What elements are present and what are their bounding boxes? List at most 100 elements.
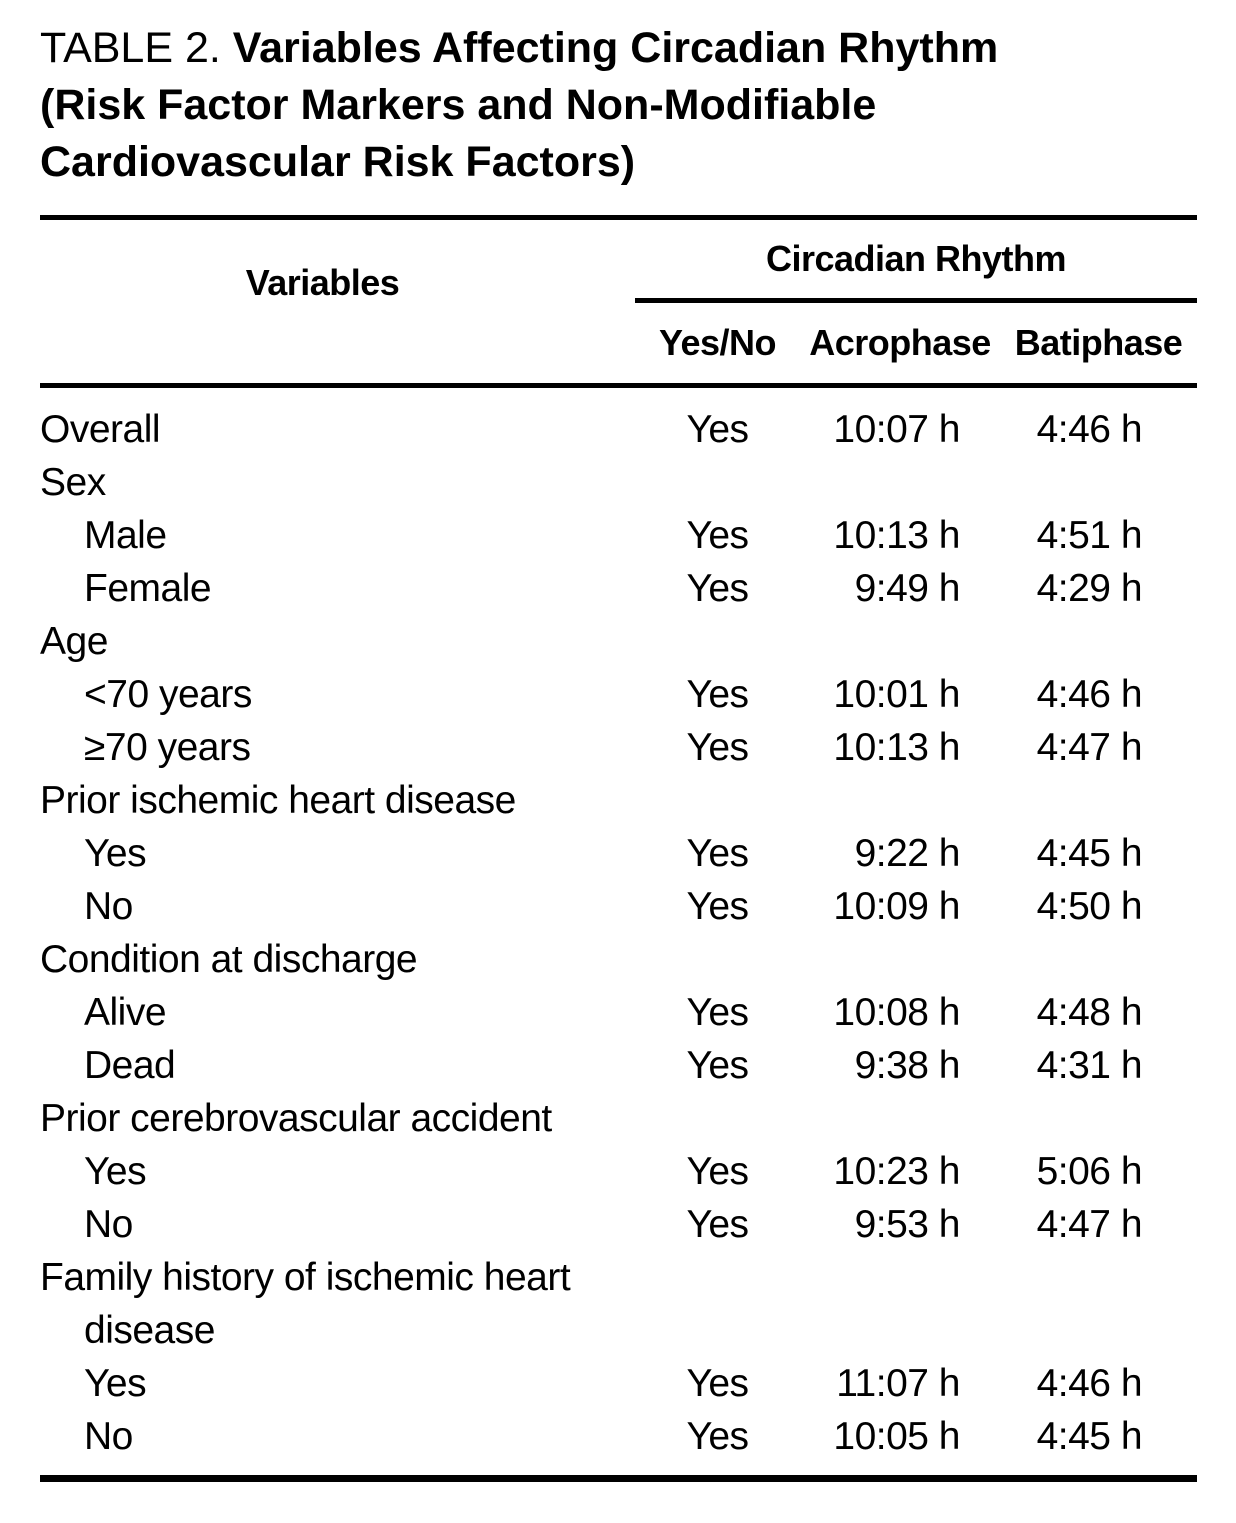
table-row-group-header: Age (40, 615, 1197, 668)
acrophase-value: 9:53 h (854, 1203, 961, 1246)
row-label: Prior cerebrovascular accident (40, 1097, 552, 1140)
acrophase-value: 10:08 h (833, 991, 960, 1034)
table-row-group-header: Prior ischemic heart disease (40, 774, 1197, 827)
yes-no-value: Yes (686, 408, 749, 451)
yes-no-value (635, 456, 800, 509)
row-label: No (84, 1415, 133, 1458)
yes-no-value: Yes (686, 1362, 749, 1405)
row-label: Family history of ischemic heart disease (40, 1256, 571, 1352)
batiphase-value: 4:45 h (1036, 1415, 1143, 1458)
acrophase-value: 11:07 h (836, 1362, 960, 1405)
batiphase-value (1000, 933, 1197, 986)
row-spacer (40, 1463, 1197, 1479)
acrophase-value (800, 1092, 1000, 1145)
table-row: Yes Yes 11:07 h 4:46 h (40, 1357, 1197, 1410)
batiphase-value: 4:50 h (1036, 885, 1143, 928)
table-row: No Yes 9:53 h 4:47 h (40, 1198, 1197, 1251)
column-header-batiphase: Batiphase (1000, 300, 1198, 388)
table-body: Overall Yes 10:07 h 4:46 h Sex Male Yes … (40, 386, 1197, 1479)
batiphase-value: 4:51 h (1036, 514, 1143, 557)
table-row: Overall Yes 10:07 h 4:46 h (40, 403, 1197, 456)
row-label: Yes (84, 1362, 147, 1405)
table-row-group-header: Condition at discharge (40, 933, 1197, 986)
batiphase-value: 4:46 h (1036, 408, 1143, 451)
circadian-rhythm-table: Variables Circadian Rhythm Yes/No Acroph… (40, 215, 1198, 1482)
row-label: No (84, 1203, 133, 1246)
yes-no-value (635, 1251, 800, 1357)
header-row-group: Variables Circadian Rhythm (40, 217, 1198, 388)
column-header-circadian-rhythm: Circadian Rhythm (635, 217, 1198, 303)
table-row: Female Yes 9:49 h 4:29 h (40, 562, 1197, 615)
yes-no-value: Yes (686, 514, 749, 557)
batiphase-value: 4:47 h (1036, 726, 1143, 769)
batiphase-value (1000, 1251, 1197, 1357)
row-spacer (40, 386, 1197, 404)
row-label: Sex (40, 461, 106, 504)
batiphase-value (1000, 615, 1197, 668)
yes-no-value (635, 933, 800, 986)
acrophase-value: 10:13 h (833, 514, 960, 557)
row-label: ≥70 years (84, 726, 251, 769)
table-row: ≥70 years Yes 10:13 h 4:47 h (40, 721, 1197, 774)
yes-no-value (635, 1092, 800, 1145)
yes-no-value: Yes (686, 885, 749, 928)
batiphase-value: 4:48 h (1036, 991, 1143, 1034)
table-row-group-header: Prior cerebrovascular accident (40, 1092, 1197, 1145)
table-row: Male Yes 10:13 h 4:51 h (40, 509, 1197, 562)
acrophase-value: 9:22 h (854, 832, 961, 875)
yes-no-value (635, 615, 800, 668)
table-row: No Yes 10:09 h 4:50 h (40, 880, 1197, 933)
acrophase-value (800, 933, 1000, 986)
yes-no-value: Yes (686, 567, 749, 610)
row-label: Female (84, 567, 212, 610)
table-row-group-header: Sex (40, 456, 1197, 509)
acrophase-value: 10:01 h (833, 673, 960, 716)
row-label: No (84, 885, 133, 928)
row-label: Male (84, 514, 167, 557)
batiphase-value: 4:45 h (1036, 832, 1143, 875)
yes-no-value (635, 774, 800, 827)
table-number: TABLE 2. (40, 24, 233, 72)
table-row: Alive Yes 10:08 h 4:48 h (40, 986, 1197, 1039)
column-header-variables: Variables (40, 217, 635, 388)
batiphase-value (1000, 774, 1197, 827)
batiphase-value: 4:29 h (1036, 567, 1143, 610)
acrophase-value: 10:09 h (833, 885, 960, 928)
acrophase-value (800, 615, 1000, 668)
acrophase-value (800, 1251, 1000, 1357)
acrophase-value: 10:13 h (833, 726, 960, 769)
batiphase-value: 4:46 h (1036, 1362, 1143, 1405)
acrophase-value: 10:05 h (833, 1415, 960, 1458)
yes-no-value: Yes (686, 1150, 749, 1193)
yes-no-value: Yes (686, 726, 749, 769)
yes-no-value: Yes (686, 1203, 749, 1246)
batiphase-value: 5:06 h (1036, 1150, 1143, 1193)
batiphase-value (1000, 1092, 1197, 1145)
row-label: Overall (40, 408, 161, 451)
row-label: <70 years (84, 673, 252, 716)
row-label: Yes (84, 832, 147, 875)
header-row-subcolumns: Yes/No Acrophase Batiphase (40, 300, 1198, 388)
row-label: Condition at discharge (40, 938, 418, 981)
batiphase-value: 4:46 h (1036, 673, 1143, 716)
column-header-yes-no: Yes/No (635, 300, 800, 388)
table-title: TABLE 2. Variables Affecting Circadian R… (40, 20, 1040, 191)
table-row: No Yes 10:05 h 4:45 h (40, 1410, 1197, 1463)
acrophase-value (800, 774, 1000, 827)
row-label: Alive (84, 991, 167, 1034)
acrophase-value: 9:38 h (854, 1044, 961, 1087)
table-row: <70 years Yes 10:01 h 4:46 h (40, 668, 1197, 721)
row-label: Age (40, 620, 108, 663)
row-label: Dead (84, 1044, 176, 1087)
table-row-group-header: Family history of ischemic heart disease (40, 1251, 1197, 1357)
acrophase-value: 9:49 h (854, 567, 961, 610)
yes-no-value: Yes (686, 832, 749, 875)
yes-no-value: Yes (686, 991, 749, 1034)
acrophase-value: 10:07 h (833, 408, 960, 451)
column-header-acrophase: Acrophase (800, 300, 1000, 388)
table-row: Yes Yes 10:23 h 5:06 h (40, 1145, 1197, 1198)
yes-no-value: Yes (686, 1415, 749, 1458)
table-title-text: Variables Affecting Circadian Rhythm (Ri… (40, 24, 999, 186)
yes-no-value: Yes (686, 673, 749, 716)
yes-no-value: Yes (686, 1044, 749, 1087)
